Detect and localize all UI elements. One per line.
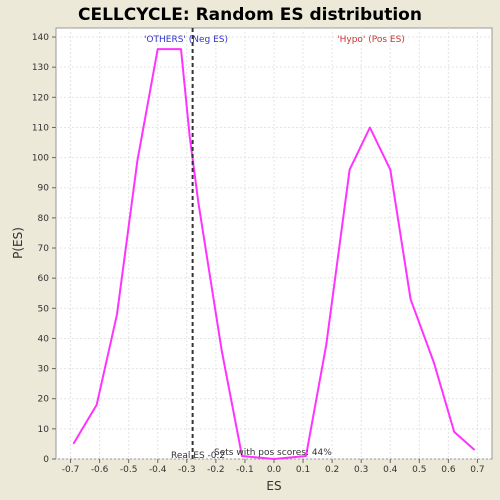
plot-area bbox=[55, 27, 493, 460]
x-tick-label: 0.7 bbox=[470, 465, 484, 475]
pos-scores-label: Sets with pos scores: 44% bbox=[214, 448, 332, 458]
x-tick-label: -0.6 bbox=[91, 465, 109, 475]
x-axis-label: ES bbox=[266, 479, 281, 493]
x-tick-label: 0.2 bbox=[325, 465, 339, 475]
y-tick-label: 110 bbox=[32, 123, 49, 133]
y-tick-label: 120 bbox=[32, 93, 49, 103]
y-axis: 0 10 20 30 40 50 60 70 80 90 100 110 120 130 140 bbox=[32, 33, 56, 465]
y-axis-label: P(ES) bbox=[11, 227, 25, 259]
x-tick-label: -0.4 bbox=[149, 465, 167, 475]
x-axis: -0.7 -0.6 -0.5 -0.4 -0.3 -0.2 -0.1 0.0 0.1 0.2 0.3… bbox=[62, 459, 485, 475]
y-tick-label: 0 bbox=[43, 455, 49, 465]
x-tick-label: 0.1 bbox=[296, 465, 310, 475]
x-tick-label: -0.3 bbox=[178, 465, 196, 475]
y-tick-label: 70 bbox=[38, 244, 50, 254]
x-tick-label: -0.2 bbox=[207, 465, 225, 475]
y-tick-label: 20 bbox=[38, 395, 50, 405]
y-tick-label: 10 bbox=[38, 425, 50, 435]
y-tick-label: 50 bbox=[38, 304, 50, 314]
x-tick-label: 0.3 bbox=[354, 465, 368, 475]
y-tick-label: 80 bbox=[38, 214, 50, 224]
x-tick-label: 0.6 bbox=[441, 465, 456, 475]
pos-es-label: 'Hypo' (Pos ES) bbox=[337, 35, 405, 45]
neg-es-label: 'OTHERS' (Neg ES) bbox=[144, 35, 228, 45]
real-es-label: Real ES -0.2 bbox=[171, 451, 225, 461]
x-tick-label: -0.1 bbox=[236, 465, 254, 475]
y-tick-label: 40 bbox=[38, 334, 50, 344]
y-tick-label: 100 bbox=[32, 154, 49, 164]
x-tick-label: 0.5 bbox=[412, 465, 426, 475]
y-tick-label: 30 bbox=[38, 365, 50, 375]
x-tick-label: -0.5 bbox=[120, 465, 138, 475]
es-distribution-line bbox=[72, 48, 476, 460]
y-tick-label: 130 bbox=[32, 63, 49, 73]
series-layer bbox=[72, 48, 476, 460]
y-tick-label: 90 bbox=[38, 184, 50, 194]
y-tick-label: 140 bbox=[32, 33, 49, 43]
x-tick-label: 0.0 bbox=[267, 465, 282, 475]
chart-title: CELLCYCLE: Random ES distribution bbox=[78, 5, 422, 25]
y-tick-label: 60 bbox=[38, 274, 50, 284]
x-tick-label: -0.7 bbox=[62, 465, 80, 475]
x-tick-label: 0.4 bbox=[383, 465, 398, 475]
